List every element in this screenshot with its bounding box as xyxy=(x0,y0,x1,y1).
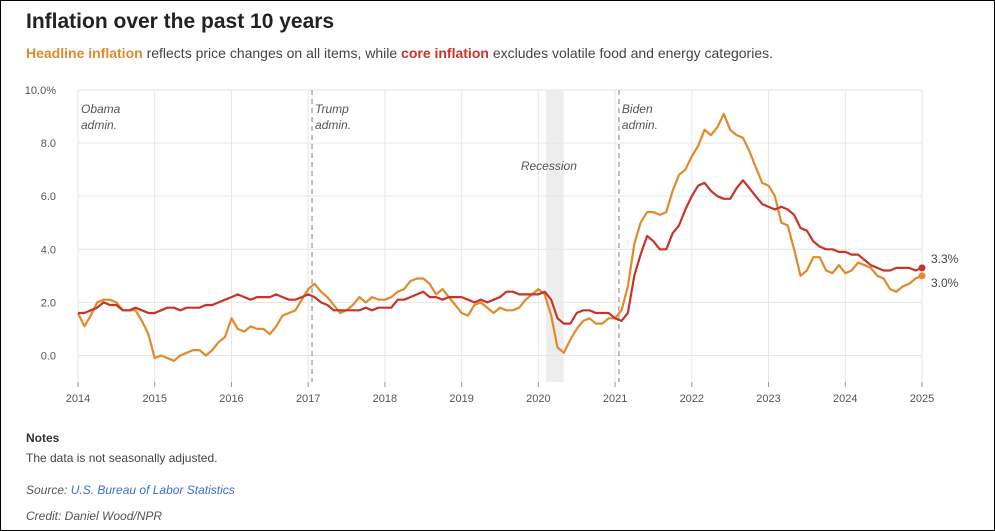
source-link[interactable]: U.S. Bureau of Labor Statistics xyxy=(70,483,235,497)
y-tick-label: 8.0 xyxy=(41,138,56,150)
y-tick-label: 6.0 xyxy=(41,191,56,203)
x-tick-label: 2015 xyxy=(142,393,166,405)
inflation-line-chart: 2014 2015 2016 2017 2018 2019 2020 2021 2022 2023… xyxy=(25,85,959,405)
x-tick-label: 2016 xyxy=(219,393,243,405)
headline-inflation-key: Headline inflation xyxy=(26,45,143,61)
x-tick-label: 2020 xyxy=(526,393,550,405)
chart-subtitle: Headline inflation reflects price change… xyxy=(26,45,773,61)
administration-label: Obama xyxy=(81,102,121,116)
headline-inflation-end-label: 3.0% xyxy=(931,276,959,290)
administration-label: admin. xyxy=(622,118,658,132)
subtitle-text-2: excludes volatile food and energy catego… xyxy=(488,45,774,61)
subtitle-text-1: reflects price changes on all items, whi… xyxy=(142,45,402,61)
x-tick-label: 2014 xyxy=(66,393,90,405)
administration-label: admin. xyxy=(315,118,351,132)
x-tick-label: 2017 xyxy=(296,393,320,405)
y-tick-label: 10.0% xyxy=(25,85,56,97)
recession-band xyxy=(546,90,564,382)
chart-title: Inflation over the past 10 years xyxy=(26,10,335,33)
x-tick-label: 2019 xyxy=(449,393,473,405)
administration-label: admin. xyxy=(81,118,117,132)
x-tick-label: 2022 xyxy=(680,393,704,405)
core-inflation-end-label: 3.3% xyxy=(931,252,959,266)
notes-text: The data is not seasonally adjusted. xyxy=(26,451,218,465)
x-tick-label: 2024 xyxy=(833,393,857,405)
source-prefix: Source: xyxy=(26,483,71,497)
administration-label: Trump xyxy=(315,102,349,116)
credit-line: Credit: Daniel Wood/NPR xyxy=(26,509,163,523)
y-tick-label: 2.0 xyxy=(41,297,56,309)
core-inflation-line xyxy=(78,179,923,325)
x-tick-label: 2018 xyxy=(373,393,397,405)
headline-inflation-line xyxy=(77,112,923,362)
x-tick-label: 2021 xyxy=(603,393,627,405)
headline-inflation-endpoint xyxy=(918,272,926,280)
core-inflation-key: core inflation xyxy=(401,45,489,61)
core-inflation-endpoint xyxy=(918,264,926,272)
notes-heading: Notes xyxy=(26,431,60,445)
x-tick-label: 2025 xyxy=(910,393,934,405)
administration-label: Biden xyxy=(622,102,653,116)
y-tick-label: 0.0 xyxy=(41,350,56,362)
y-tick-label: 4.0 xyxy=(41,244,56,256)
recession-label: Recession xyxy=(521,159,577,173)
source-line: Source: U.S. Bureau of Labor Statistics xyxy=(26,483,235,497)
x-tick-label: 2023 xyxy=(756,393,780,405)
